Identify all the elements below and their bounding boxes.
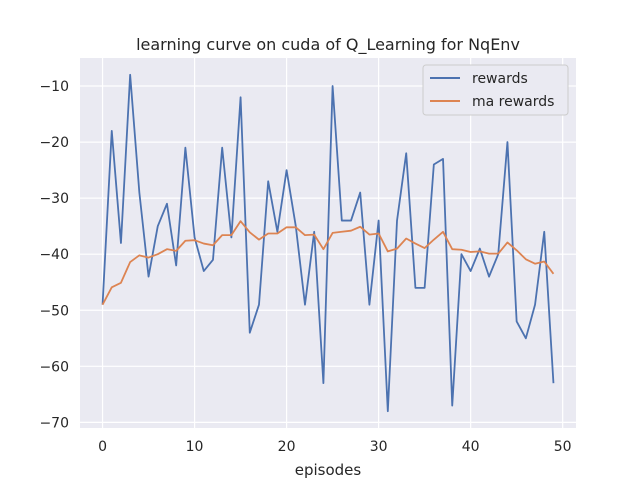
x-tick-label: 20 [278, 439, 296, 455]
series-line-ma-rewards [101, 220, 555, 306]
legend: rewards ma rewards [422, 64, 569, 116]
x-tick-label: 0 [98, 439, 107, 455]
x-tick-labels: 0 10 20 30 40 50 [98, 439, 571, 455]
legend-label-ma-rewards: ma rewards [472, 94, 554, 110]
y-tick-label: −40 [39, 247, 69, 263]
x-tick-label: 50 [554, 439, 572, 455]
y-tick-labels: −70 −60 −50 −40 −30 −20 −10 [39, 79, 69, 431]
x-tick-label: 10 [186, 439, 204, 455]
grid [80, 58, 576, 428]
y-tick-label: −60 [39, 359, 69, 375]
y-tick-label: −70 [39, 415, 69, 431]
x-tick-label: 30 [370, 439, 388, 455]
legend-label-rewards: rewards [472, 71, 528, 87]
x-axis-label: episodes [295, 461, 362, 479]
y-tick-label: −30 [39, 191, 69, 207]
series-layer [101, 73, 555, 413]
y-tick-label: −10 [39, 79, 69, 95]
y-tick-label: −50 [39, 303, 69, 319]
y-tick-label: −20 [39, 135, 69, 151]
x-tick-label: 40 [462, 439, 480, 455]
chart-title: learning curve on cuda of Q_Learning for… [136, 35, 520, 55]
